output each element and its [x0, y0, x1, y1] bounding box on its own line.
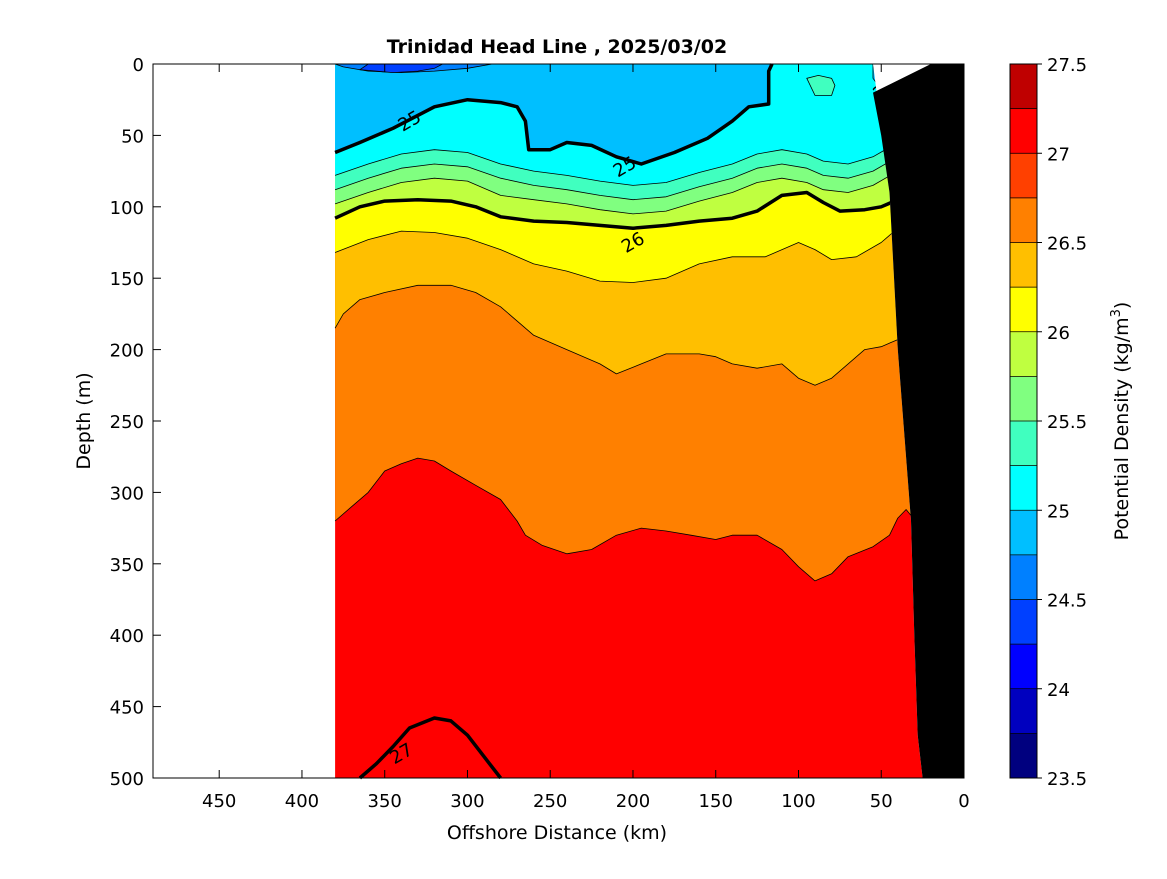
colorbar-swatch-6	[1010, 465, 1037, 511]
axes: 450 400 350 300 250 200 150 100 50 00501001502002…	[110, 55, 970, 812]
contour-line-25-75	[334, 149, 932, 215]
x-tick-label-200: 200	[616, 791, 650, 812]
y-tick-label-50: 50	[121, 126, 144, 147]
plot-area: 252525262627	[334, 63, 964, 780]
colorbar-tick-label-27-5: 27.5	[1047, 55, 1087, 76]
y-tick-label-400: 400	[110, 626, 144, 647]
colorbar-swatch-15	[1010, 64, 1037, 110]
colorbar-swatch-4	[1010, 554, 1037, 600]
x-tick-label-50: 50	[870, 791, 893, 812]
x-tick-label-300: 300	[450, 791, 484, 812]
x-tick-label-250: 250	[533, 791, 567, 812]
x-tick-label-400: 400	[285, 791, 319, 812]
y-tick-label-100: 100	[110, 198, 144, 219]
contour-line-26-75	[334, 457, 919, 582]
chart-title: Trinidad Head Line , 2025/03/02	[387, 36, 727, 58]
y-tick-label-450: 450	[110, 698, 144, 719]
contour-line-27	[358, 716, 502, 780]
y-tick-label-200: 200	[110, 341, 144, 362]
x-tick-label-0: 0	[958, 791, 969, 812]
x-tick-label-150: 150	[699, 791, 733, 812]
colorbar-tick-label-26-5: 26.5	[1047, 234, 1087, 255]
contour-line-25-25	[334, 120, 932, 186]
contour-feature-3	[806, 74, 836, 96]
colorbar-tick-label-24: 24	[1047, 680, 1070, 701]
colorbar-swatch-8	[1010, 376, 1037, 422]
x-tick-label-450: 450	[202, 791, 236, 812]
colorbar-tick-label-26: 26	[1047, 323, 1070, 344]
x-tick-label-100: 100	[781, 791, 815, 812]
colorbar-swatch-3	[1010, 599, 1037, 645]
colorbar-swatch-1	[1010, 688, 1037, 734]
colorbar-swatch-7	[1010, 421, 1037, 467]
y-tick-label-0: 0	[133, 55, 144, 76]
colorbar-swatch-2	[1010, 644, 1037, 690]
contour-line-26	[334, 169, 933, 230]
colorbar: 27.5 27 26.5 26 25.5 25 24.5 24 23.5	[1009, 55, 1087, 790]
colorbar-swatch-13	[1010, 153, 1037, 199]
colorbar-tick-label-24-5: 24.5	[1047, 591, 1087, 612]
density-band-25	[335, 64, 772, 164]
colorbar-tick-label-27: 27	[1047, 144, 1070, 165]
bathymetry	[873, 64, 964, 778]
contour-line-25	[334, 63, 774, 166]
contour-line-26-25	[334, 199, 932, 283]
density-band-27-0	[359, 718, 501, 778]
colorbar-swatch-0	[1010, 733, 1037, 779]
y-tick-label-150: 150	[110, 269, 144, 290]
colorbar-tick-label-25: 25	[1047, 501, 1070, 522]
colorbar-swatch-11	[1010, 242, 1037, 288]
contour-line-26-5	[334, 284, 928, 386]
y-tick-label-250: 250	[110, 412, 144, 433]
colorbar-tick-label-23-5: 23.5	[1047, 769, 1087, 790]
colorbar-swatch-10	[1010, 287, 1037, 333]
contour-line-25-5	[334, 135, 932, 201]
colorbar-swatch-5	[1010, 510, 1037, 556]
colorbar-tick-label-25-5: 25.5	[1047, 412, 1087, 433]
x-axis-label: Offshore Distance (km)	[447, 822, 667, 844]
colorbar-swatch-14	[1010, 108, 1037, 154]
x-tick-label-350: 350	[368, 791, 402, 812]
y-axis-label: Depth (m)	[73, 372, 95, 469]
y-tick-label-350: 350	[110, 555, 144, 576]
colorbar-swatch-12	[1010, 197, 1037, 243]
colorbar-swatch-9	[1010, 331, 1037, 377]
colorbar-label: Potential Density (kg/m3)	[1109, 302, 1133, 541]
y-tick-label-300: 300	[110, 483, 144, 504]
y-tick-label-500: 500	[110, 769, 144, 790]
